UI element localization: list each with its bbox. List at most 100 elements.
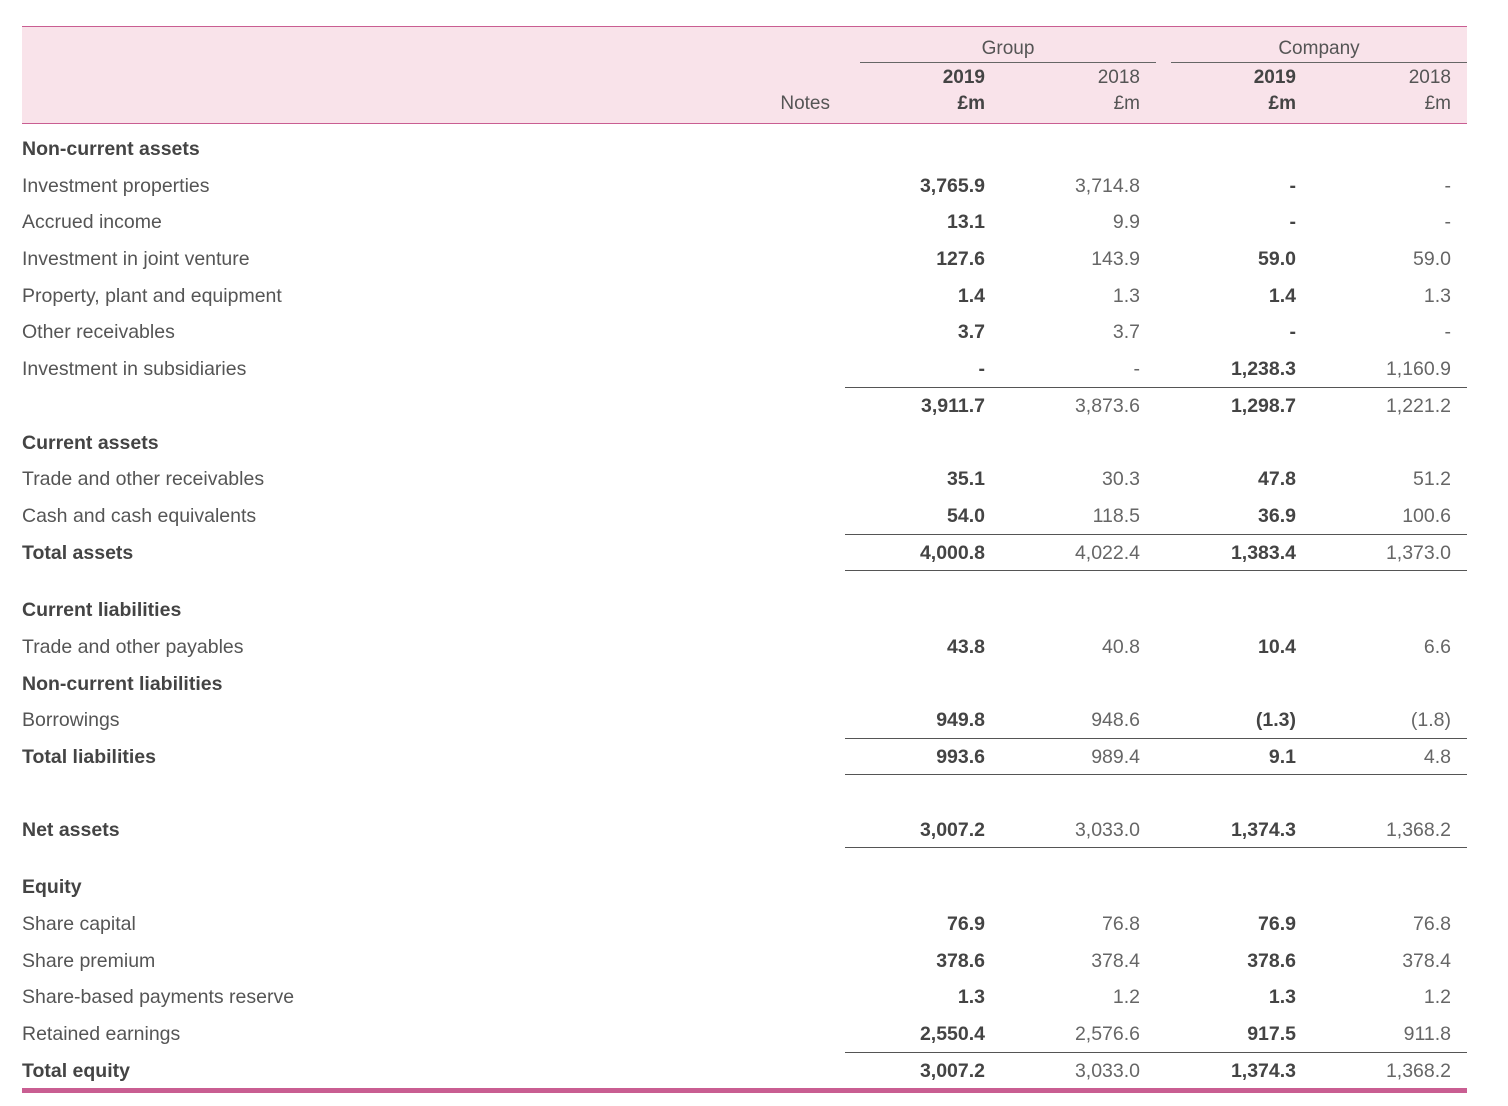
cell-c19: 1,374.3 (1230, 818, 1296, 841)
cell-g18: 1.3 (1112, 284, 1140, 307)
cell-g19: 949.8 (936, 709, 985, 732)
cell-g19: 3,007.2 (919, 1059, 985, 1082)
table-row: Non-current liabilities (22, 665, 1467, 702)
company-2019-unit: £m (1268, 93, 1296, 114)
table-row: Total liabilities 993.6 989.4 9.1 4.8 (22, 738, 1467, 775)
total-rule (845, 846, 1467, 848)
row-label: Non-current assets (22, 138, 200, 160)
table-row: Other receivables 3.7 3.7 - - (22, 313, 1467, 350)
cell-c18: 76.8 (1413, 913, 1451, 936)
row-label: Other receivables (22, 321, 175, 344)
cell-g19: 378.6 (936, 949, 985, 972)
balance-sheet-table: Group Company 2019 £m 2018 £m 2019 £m 20… (22, 26, 1467, 1089)
cell-c19: 59.0 (1258, 248, 1296, 271)
cell-g18: - (1133, 358, 1141, 381)
table-header: Group Company 2019 £m 2018 £m 2019 £m 20… (22, 26, 1467, 124)
cell-g19: 76.9 (947, 913, 985, 936)
subtotal-rule (845, 1051, 1467, 1053)
subtotal-rule (845, 738, 1467, 739)
cell-g19: 35.1 (947, 468, 985, 491)
table-row: Property, plant and equipment 1.4 1.3 1.4 1.… (22, 277, 1467, 314)
cell-c19: 378.6 (1247, 949, 1296, 972)
bottom-accent-rule (22, 1088, 1467, 1093)
group-2019-unit: £m (957, 93, 985, 114)
cell-g18: 3,033.0 (1074, 818, 1140, 841)
cell-c18: 51.2 (1413, 468, 1451, 491)
row-label: Share capital (22, 913, 136, 936)
row-label: Investment in joint venture (22, 248, 250, 271)
row-label: Borrowings (22, 709, 120, 732)
cell-g18: 76.8 (1102, 913, 1140, 936)
cell-c19: - (1289, 321, 1297, 344)
cell-c19: 47.8 (1258, 468, 1296, 491)
table-row: Investment in joint venture 127.6 143.9 59.… (22, 240, 1467, 277)
cell-c19: 1,298.7 (1230, 394, 1296, 417)
cell-c18: - (1444, 211, 1452, 234)
group-2019-year: 2019 (942, 67, 985, 88)
group-heading: Group (981, 38, 1035, 59)
cell-c18: 1,368.2 (1385, 1059, 1451, 1082)
row-spacer (22, 847, 1467, 868)
cell-c19: 10.4 (1258, 635, 1296, 658)
cell-c19: 1.3 (1268, 986, 1296, 1009)
cell-c19: 9.1 (1268, 746, 1296, 768)
row-label: Trade and other payables (22, 635, 244, 658)
cell-c19: (1.3) (1255, 709, 1296, 732)
company-2018-unit: £m (1424, 93, 1451, 114)
cell-g18: 9.9 (1112, 211, 1140, 234)
total-rule (845, 569, 1467, 571)
cell-g18: 948.6 (1091, 709, 1140, 732)
cell-g18: 2,576.6 (1074, 1023, 1140, 1046)
table-row: Investment in subsidiaries - - 1,238.3 1,160… (22, 350, 1467, 387)
cell-c19: 917.5 (1247, 1023, 1296, 1046)
table-row: Net assets 3,007.2 3,033.0 1,374.3 1,368.2 (22, 811, 1467, 848)
cell-g19: 3.7 (957, 321, 985, 344)
cell-g18: 30.3 (1102, 468, 1140, 491)
cell-c18: 4.8 (1423, 746, 1451, 768)
table-row: Cash and cash equivalents 54.0 118.5 36.9 10… (22, 497, 1467, 534)
subtotal-rule (845, 533, 1467, 535)
cell-c19: 76.9 (1258, 913, 1296, 936)
cell-g19: 2,550.4 (919, 1023, 985, 1046)
cell-g19: 4,000.8 (919, 541, 985, 564)
cell-g18: 3,033.0 (1074, 1059, 1140, 1082)
row-label: Current assets (22, 431, 159, 454)
cell-c18: - (1444, 321, 1452, 344)
cell-c18: 1,160.9 (1385, 358, 1451, 381)
notes-heading: Notes (780, 93, 830, 114)
company-2018-year: 2018 (1408, 67, 1451, 88)
cell-c19: 1,238.3 (1230, 358, 1296, 381)
cell-g19: 3,007.2 (919, 818, 985, 841)
row-label: Net assets (22, 818, 120, 841)
cell-c19: - (1289, 174, 1297, 197)
table-row: Total equity 3,007.2 3,033.0 1,374.3 1,368.2 (22, 1051, 1467, 1089)
cell-c18: 911.8 (1403, 1023, 1451, 1046)
cell-g19: 127.6 (936, 248, 985, 271)
table-row: Total assets 4,000.8 4,022.4 1,383.4 1,373.0 (22, 533, 1467, 571)
group-2018-year: 2018 (1097, 67, 1140, 88)
cell-g19: - (978, 358, 986, 381)
row-label: Total liabilities (22, 746, 156, 768)
table-row: Current liabilities (22, 591, 1467, 628)
row-label: Trade and other receivables (22, 468, 265, 491)
cell-g19: 54.0 (947, 504, 985, 527)
company-2019-year: 2019 (1253, 67, 1296, 88)
table-row: Trade and other receivables 35.1 30.3 47.8 5… (22, 460, 1467, 497)
cell-g18: 3,873.6 (1074, 394, 1140, 417)
row-label: Retained earnings (22, 1023, 181, 1046)
cell-g19: 1.4 (957, 284, 985, 307)
table-row: Retained earnings 2,550.4 2,576.6 917.5 911.… (22, 1015, 1467, 1052)
cell-c19: 36.9 (1258, 504, 1296, 527)
cell-g18: 989.4 (1091, 746, 1140, 768)
row-label: Accrued income (22, 211, 162, 234)
total-rule (845, 774, 1467, 775)
cell-g19: 3,911.7 (921, 394, 985, 417)
cell-g19: 1.3 (957, 986, 985, 1009)
row-label: Share-based payments reserve (22, 986, 295, 1009)
cell-g19: 3,765.9 (919, 174, 985, 197)
cell-c19: 1,374.3 (1230, 1059, 1296, 1082)
cell-c19: - (1289, 211, 1297, 234)
table-row: 3,911.7 3,873.6 1,298.7 1,221.2 (22, 386, 1467, 424)
table-row: Share-based payments reserve 1.3 1.2 1.3 1.2 (22, 978, 1467, 1015)
row-label: Investment properties (22, 174, 210, 197)
